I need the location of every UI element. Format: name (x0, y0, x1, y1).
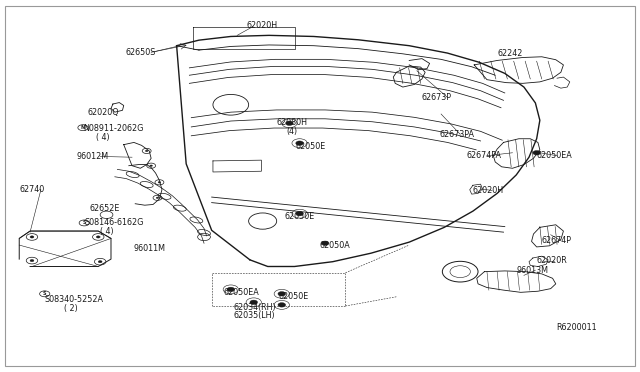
Circle shape (99, 260, 102, 263)
Text: 62050EA: 62050EA (537, 151, 572, 160)
Text: 96012M: 96012M (77, 152, 109, 161)
Text: 62652E: 62652E (90, 204, 120, 214)
Text: S08146-6162G: S08146-6162G (84, 218, 143, 227)
Circle shape (321, 241, 329, 246)
Text: 62673PA: 62673PA (440, 130, 475, 139)
Text: 62020H: 62020H (473, 186, 504, 195)
Circle shape (278, 292, 285, 296)
Text: 62020R: 62020R (537, 256, 568, 265)
Circle shape (278, 303, 285, 307)
Circle shape (30, 236, 34, 238)
Circle shape (296, 141, 303, 145)
Text: 62050E: 62050E (296, 142, 326, 151)
Text: 62050A: 62050A (320, 241, 351, 250)
Circle shape (285, 121, 293, 125)
Circle shape (250, 300, 257, 305)
Circle shape (227, 287, 235, 292)
Text: N: N (81, 125, 85, 130)
Text: 62650S: 62650S (125, 48, 156, 57)
Text: S08340-5252A: S08340-5252A (45, 295, 104, 304)
Circle shape (150, 165, 152, 166)
Text: 62050E: 62050E (285, 212, 316, 221)
Text: S: S (83, 221, 86, 225)
Text: 62035(LH): 62035(LH) (234, 311, 276, 320)
Circle shape (533, 151, 540, 155)
Text: (4): (4) (287, 127, 298, 136)
Circle shape (158, 182, 161, 183)
Text: 62050EA: 62050EA (223, 288, 259, 297)
Text: 62674P: 62674P (541, 236, 572, 245)
Text: ( 4): ( 4) (100, 227, 114, 236)
Text: 62080H: 62080H (276, 118, 308, 127)
Text: 62020H: 62020H (246, 21, 278, 30)
Text: 96013M: 96013M (516, 266, 548, 275)
Text: ( 4): ( 4) (96, 133, 109, 142)
Text: 62674PA: 62674PA (467, 151, 502, 160)
Text: S: S (43, 291, 47, 296)
Text: 62242: 62242 (497, 49, 522, 58)
Text: 62050E: 62050E (278, 292, 309, 301)
Text: 62673P: 62673P (422, 93, 452, 102)
Circle shape (296, 211, 303, 216)
Text: R6200011: R6200011 (556, 323, 596, 331)
Text: 62020Q: 62020Q (88, 108, 119, 117)
Circle shape (30, 260, 34, 262)
Text: N08911-2062G: N08911-2062G (83, 124, 143, 133)
Text: 62034(RH): 62034(RH) (234, 302, 276, 312)
Circle shape (97, 236, 100, 238)
Circle shape (145, 150, 148, 152)
Text: 96011M: 96011M (134, 244, 166, 253)
Text: 62740: 62740 (19, 185, 45, 194)
Circle shape (156, 197, 159, 199)
Text: ( 2): ( 2) (64, 304, 77, 313)
